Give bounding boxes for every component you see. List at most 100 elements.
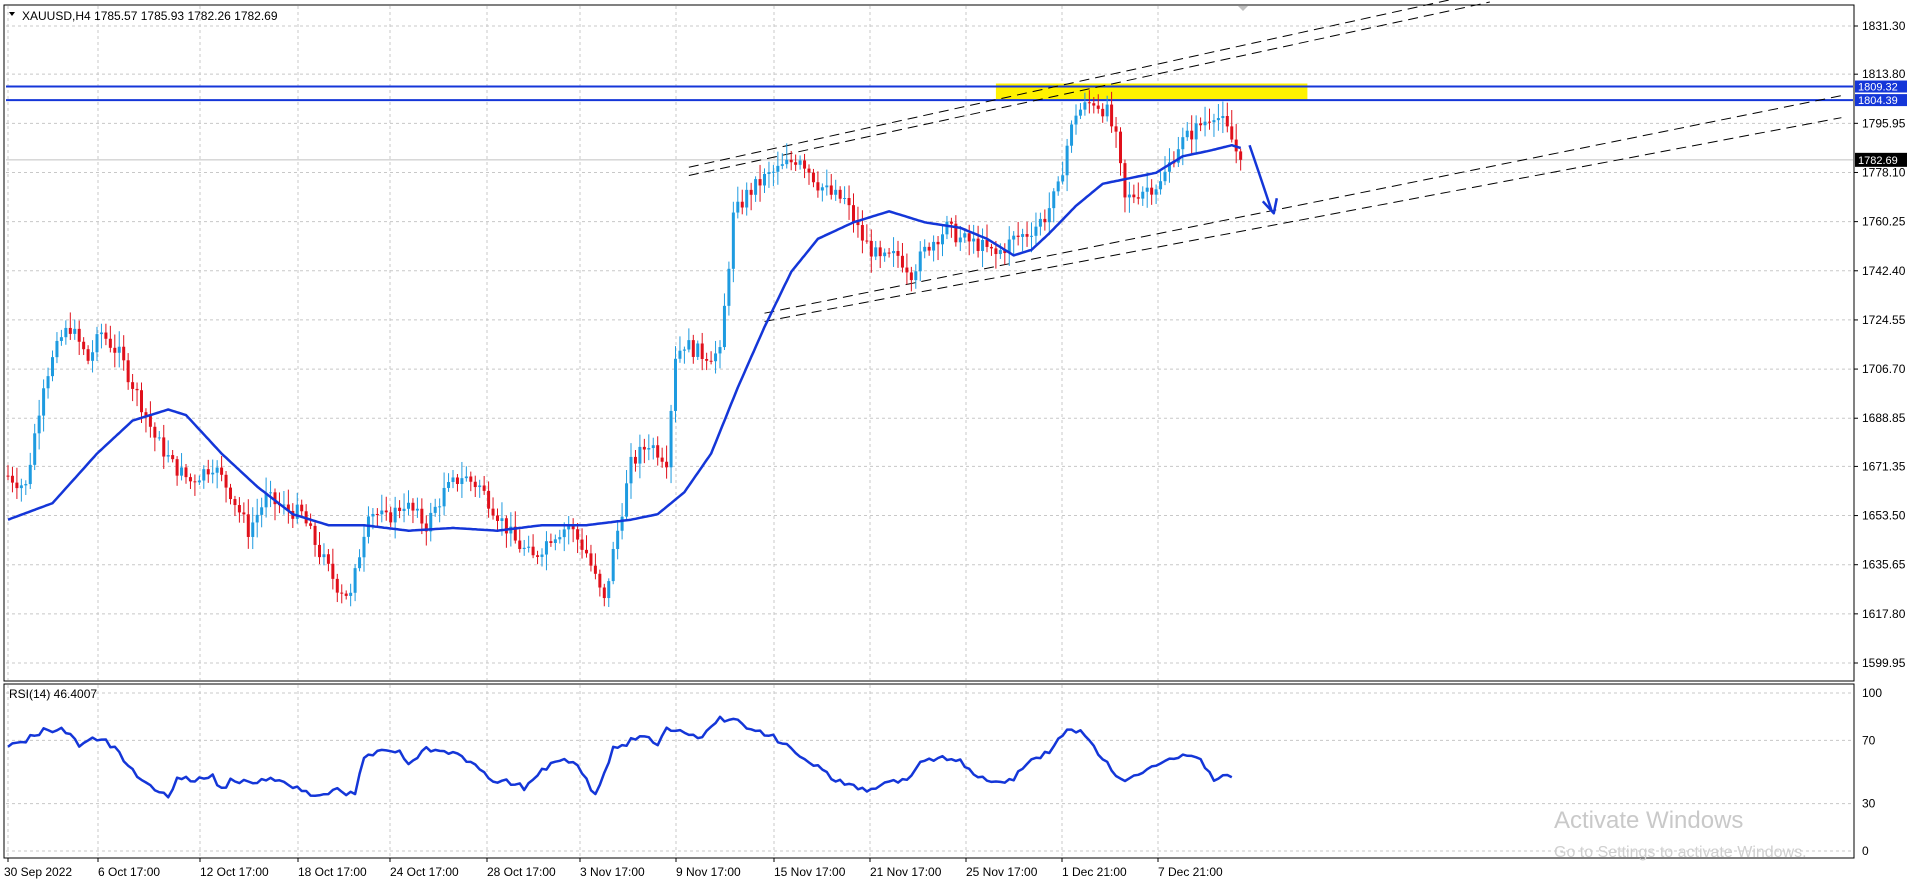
candle-body — [202, 469, 206, 481]
candle-body — [340, 592, 344, 594]
candle-body — [482, 485, 486, 491]
candle-body — [758, 179, 762, 186]
candle-body — [847, 198, 851, 206]
candle-body — [349, 592, 353, 596]
candle-body — [531, 546, 535, 556]
candle-body — [549, 541, 553, 543]
candle-body — [923, 246, 927, 252]
candle-body — [1052, 191, 1056, 209]
candle-body — [166, 455, 170, 457]
price-tick-label: 1760.25 — [1862, 215, 1906, 229]
time-tick-label: 28 Oct 17:00 — [487, 865, 556, 879]
rsi-line — [7, 715, 1233, 799]
candle-body — [469, 476, 473, 482]
candle-body — [73, 328, 77, 334]
candle-body — [709, 360, 713, 362]
candle-body — [464, 476, 468, 479]
candle-body — [1239, 151, 1243, 160]
price-tick-label: 1688.85 — [1862, 411, 1906, 425]
candle-body — [153, 426, 157, 438]
candle-body — [914, 271, 918, 281]
candle-body — [714, 353, 718, 362]
resistance-zone-layer — [995, 83, 1308, 101]
candle-body — [1181, 137, 1185, 150]
channel-lines-layer — [688, 0, 1842, 322]
candle-body — [496, 515, 499, 521]
time-tick-label: 30 Sep 2022 — [4, 865, 72, 879]
candle-body — [958, 237, 962, 243]
time-tick-label: 15 Nov 17:00 — [774, 865, 846, 879]
candle-body — [326, 554, 330, 564]
candle-body — [424, 523, 428, 532]
candle-body — [798, 160, 802, 165]
candle-body — [571, 525, 575, 530]
candle-body — [1163, 171, 1167, 182]
price-tick-label: 1778.10 — [1862, 165, 1906, 179]
candle-body — [331, 563, 335, 579]
candle-body — [593, 565, 597, 574]
channel-line[interactable] — [688, 1, 1490, 176]
candle-body — [233, 499, 237, 506]
candle-body — [1221, 116, 1225, 119]
candle-body — [389, 512, 393, 523]
candle-body — [918, 251, 922, 272]
candle-body — [518, 540, 522, 549]
candle-body — [1087, 102, 1091, 104]
candle-body — [576, 529, 580, 540]
candle-body — [972, 238, 976, 242]
rsi-tick-label: 100 — [1862, 686, 1882, 700]
candle-body — [215, 467, 219, 473]
candle-body — [544, 541, 548, 555]
candle-body — [616, 530, 620, 550]
candle-body — [175, 459, 179, 476]
candle-body — [865, 240, 869, 242]
channel-line[interactable] — [764, 95, 1842, 314]
candle-body — [162, 437, 166, 457]
candle-body — [1078, 109, 1082, 116]
candle-body — [15, 482, 19, 489]
channel-line[interactable] — [764, 117, 1842, 322]
candle-body — [780, 164, 784, 166]
candle-body — [691, 340, 695, 357]
candle-body — [91, 352, 95, 361]
candle-body — [705, 358, 709, 361]
candle-body — [1194, 123, 1198, 140]
rsi-tick-label: 70 — [1862, 733, 1876, 747]
candle-body — [607, 581, 611, 599]
candle-body — [193, 481, 197, 483]
projection-arrow[interactable] — [1248, 144, 1273, 212]
candle-body — [1230, 126, 1234, 140]
rsi-header: RSI(14) 46.4007 — [9, 687, 97, 701]
candle-body — [99, 332, 103, 335]
rsi-tick-label: 30 — [1862, 797, 1876, 811]
candle-body — [776, 165, 780, 172]
candle-body — [211, 472, 215, 475]
candle-body — [393, 507, 397, 523]
candle-body — [981, 239, 985, 251]
candle-body — [651, 445, 655, 449]
candle-body — [722, 305, 726, 348]
candle-body — [567, 525, 571, 530]
time-tick-label: 6 Oct 17:00 — [98, 865, 160, 879]
candle-body — [380, 510, 384, 515]
candle-body — [86, 349, 90, 361]
candle-body — [749, 189, 753, 195]
candle-body — [740, 201, 744, 208]
dropdown-triangle-icon[interactable] — [9, 12, 15, 16]
candle-body — [1096, 105, 1100, 109]
candle-body — [1136, 197, 1140, 199]
chart-shift-marker-icon[interactable] — [1238, 6, 1248, 11]
channel-line[interactable] — [688, 0, 1490, 168]
projection-arrow-head — [1261, 198, 1279, 215]
time-tick-label: 25 Nov 17:00 — [966, 865, 1038, 879]
candle-body — [967, 233, 971, 242]
price-tick-label: 1599.95 — [1862, 656, 1906, 670]
candle-body — [536, 555, 540, 557]
candle-body — [843, 198, 847, 200]
candle-body — [811, 172, 815, 183]
candle-body — [6, 475, 10, 477]
candle-body — [144, 412, 148, 417]
candle-body — [260, 507, 264, 515]
